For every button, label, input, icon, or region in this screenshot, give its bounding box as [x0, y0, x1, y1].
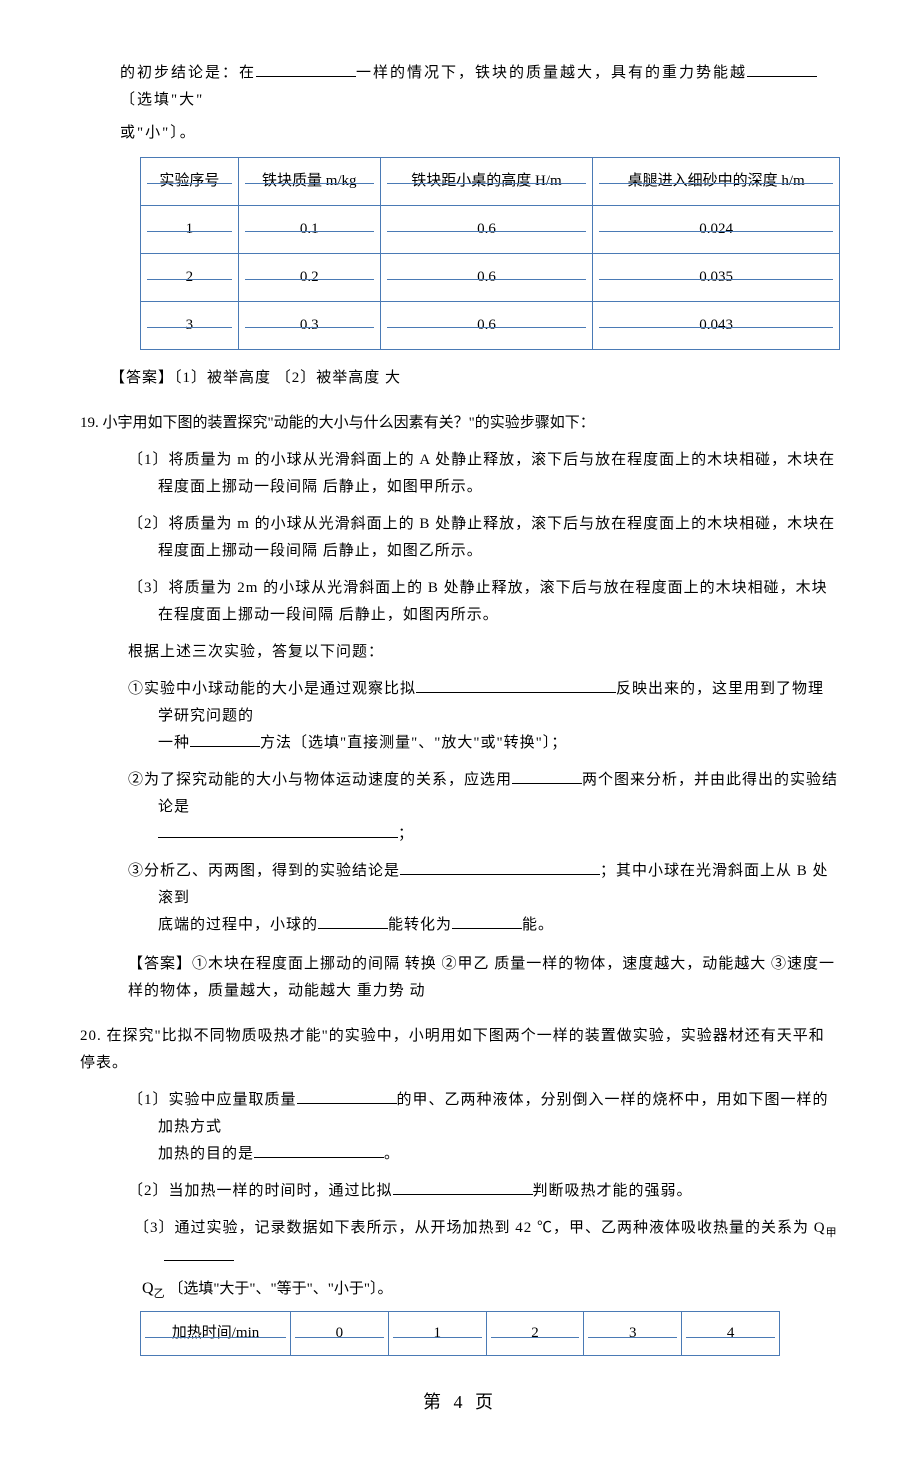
intro-text-c: 〔选填"大": [120, 92, 204, 108]
q20-s3-cont: Q乙 〔选填"大于"、"等于"、"小于"〕。: [142, 1275, 840, 1305]
cell: 0.2: [238, 254, 380, 302]
col-header: 铁块质量 m/kg: [238, 158, 380, 206]
blank: [254, 1143, 384, 1158]
q19-intro: 小宇用如下图的装置探究"动能的大小与什么因素有关？"的实验步骤如下：: [103, 415, 595, 431]
cell: 2: [141, 254, 239, 302]
q19-mid: 根据上述三次实验，答复以下问题：: [128, 639, 840, 666]
text: 加热的目的是: [158, 1146, 254, 1162]
text: ①实验中小球动能的大小是通过观察比拟: [128, 681, 416, 697]
blank: [190, 732, 260, 747]
blank: [297, 1089, 397, 1104]
table-row: 1 0.1 0.6 0.024: [141, 206, 840, 254]
blank: [393, 1180, 533, 1195]
table-row: 加热时间/min 0 1 2 3 4: [141, 1311, 780, 1355]
cell: 3: [584, 1311, 682, 1355]
cell: 0.3: [238, 302, 380, 350]
cell: 1: [388, 1311, 486, 1355]
q19-step-1: 〔1〕将质量为 m 的小球从光滑斜面上的 A 处静止释放，滚下后与放在程度面上的…: [128, 447, 840, 501]
text: ②为了探究动能的大小与物体运动速度的关系，应选用: [128, 772, 512, 788]
question-19: 19. 小宇用如下图的装置探究"动能的大小与什么因素有关？"的实验步骤如下： 〔…: [80, 410, 840, 1005]
blank: [158, 823, 398, 838]
text: 〔选填"大于"、"等于"、"小于"〕。: [168, 1281, 392, 1297]
blank: [256, 62, 356, 77]
q19-step-2: 〔2〕将质量为 m 的小球从光滑斜面上的 B 处静止释放，滚下后与放在程度面上的…: [128, 511, 840, 565]
blank: [512, 769, 582, 784]
subscript: 甲: [826, 1227, 838, 1239]
text: 底端的过程中，小球的: [158, 917, 318, 933]
cell: 0.043: [593, 302, 840, 350]
blank: [747, 62, 817, 77]
cell: 2: [486, 1311, 584, 1355]
cell: 0.035: [593, 254, 840, 302]
experiment-table-2: 加热时间/min 0 1 2 3 4: [140, 1311, 780, 1356]
text: 一种: [158, 735, 190, 751]
q19-c3: ③分析乙、丙两图，得到的实验结论是；其中小球在光滑斜面上从 B 处滚到 底端的过…: [128, 858, 840, 939]
question-20: 20. 在探究"比拟不同物质吸热才能"的实验中，小明用如下图两个一样的装置做实验…: [80, 1023, 840, 1356]
text: 能。: [522, 917, 554, 933]
blank: [318, 914, 388, 929]
page-number: 第 4 页: [80, 1386, 840, 1418]
text: 〔3〕通过实验，记录数据如下表所示，从开场加热到 42 ℃，甲、乙两种液体吸收热…: [134, 1220, 826, 1236]
text: 。: [384, 1146, 400, 1162]
intro-line-2: 或"小"〕。: [120, 120, 840, 147]
row-label: 加热时间/min: [141, 1311, 291, 1355]
answer-19: 【答案】①木块在程度面上挪动的间隔 转换 ②甲乙 质量一样的物体，速度越大，动能…: [128, 951, 840, 1005]
blank: [416, 678, 616, 693]
q20-s1: 〔1〕实验中应量取质量的甲、乙两种液体，分别倒入一样的烧杯中，用如下图一样的加热…: [128, 1087, 840, 1168]
text: 〔2〕当加热一样的时间时，通过比拟: [128, 1183, 393, 1199]
table-row: 3 0.3 0.6 0.043: [141, 302, 840, 350]
blank: [452, 914, 522, 929]
col-header: 实验序号: [141, 158, 239, 206]
cell: 0.6: [380, 254, 593, 302]
experiment-table-1: 实验序号 铁块质量 m/kg 铁块距小桌的高度 H/m 桌腿进入细砂中的深度 h…: [140, 157, 840, 350]
text: ③分析乙、丙两图，得到的实验结论是: [128, 863, 400, 879]
cell: 3: [141, 302, 239, 350]
q20-s2: 〔2〕当加热一样的时间时，通过比拟 判断吸热才能的强弱。: [128, 1178, 840, 1205]
intro-text-b: 一样的情况下，铁块的质量越大，具有的重力势能越: [356, 65, 747, 81]
blank: [400, 860, 600, 875]
text: 〔1〕实验中应量取质量: [128, 1092, 297, 1108]
q19-c1: ①实验中小球动能的大小是通过观察比拟反映出来的，这里用到了物理学研究问题的 一种…: [128, 676, 840, 757]
cell: 0.024: [593, 206, 840, 254]
text: Q: [142, 1280, 154, 1297]
text: ；: [398, 826, 414, 842]
q19-step-3: 〔3〕将质量为 2m 的小球从光滑斜面上的 B 处静止释放，滚下后与放在程度面上…: [128, 575, 840, 629]
cell: 0: [291, 1311, 389, 1355]
blank: [164, 1246, 234, 1261]
subscript: 乙: [154, 1288, 165, 1300]
cell: 0.6: [380, 206, 593, 254]
text: 能转化为: [388, 917, 452, 933]
table-row: 2 0.2 0.6 0.035: [141, 254, 840, 302]
text: 方法〔选填"直接测量"、"放大"或"转换"〕；: [260, 735, 567, 751]
cell: 1: [141, 206, 239, 254]
cell: 0.1: [238, 206, 380, 254]
answer-18: 【答案】〔1〕被举高度 〔2〕被举高度 大: [110, 365, 840, 392]
text: 判断吸热才能的强弱。: [533, 1183, 693, 1199]
table-header-row: 实验序号 铁块质量 m/kg 铁块距小桌的高度 H/m 桌腿进入细砂中的深度 h…: [141, 158, 840, 206]
col-header: 铁块距小桌的高度 H/m: [380, 158, 593, 206]
q19-number: 19.: [80, 410, 99, 437]
intro-line-1: 的初步结论是：在 一样的情况下，铁块的质量越大，具有的重力势能越〔选填"大": [120, 60, 840, 114]
intro-text-a: 的初步结论是：在: [120, 65, 256, 81]
q19-c2: ②为了探究动能的大小与物体运动速度的关系，应选用两个图来分析，并由此得出的实验结…: [128, 767, 840, 848]
cell: 0.6: [380, 302, 593, 350]
col-header: 桌腿进入细砂中的深度 h/m: [593, 158, 840, 206]
cell: 4: [682, 1311, 780, 1355]
q20-s3: 〔3〕通过实验，记录数据如下表所示，从开场加热到 42 ℃，甲、乙两种液体吸收热…: [134, 1215, 840, 1271]
q20-number: 20.: [80, 1023, 102, 1050]
q20-intro-text: 在探究"比拟不同物质吸热才能"的实验中，小明用如下图两个一样的装置做实验，实验器…: [80, 1028, 825, 1071]
